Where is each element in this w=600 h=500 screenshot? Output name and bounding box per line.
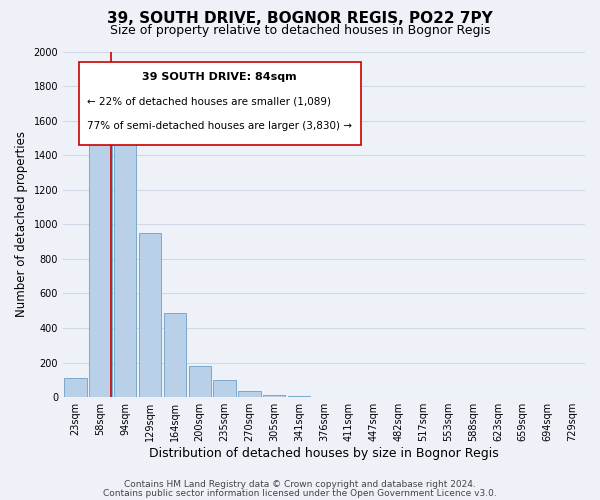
Text: 39, SOUTH DRIVE, BOGNOR REGIS, PO22 7PY: 39, SOUTH DRIVE, BOGNOR REGIS, PO22 7PY bbox=[107, 11, 493, 26]
Bar bbox=[188, 366, 211, 397]
Bar bbox=[288, 396, 310, 397]
Text: Contains public sector information licensed under the Open Government Licence v3: Contains public sector information licen… bbox=[103, 488, 497, 498]
Y-axis label: Number of detached properties: Number of detached properties bbox=[15, 132, 28, 318]
Text: Contains HM Land Registry data © Crown copyright and database right 2024.: Contains HM Land Registry data © Crown c… bbox=[124, 480, 476, 489]
Text: Size of property relative to detached houses in Bognor Regis: Size of property relative to detached ho… bbox=[110, 24, 490, 37]
Text: ← 22% of detached houses are smaller (1,089): ← 22% of detached houses are smaller (1,… bbox=[86, 96, 331, 106]
X-axis label: Distribution of detached houses by size in Bognor Regis: Distribution of detached houses by size … bbox=[149, 447, 499, 460]
Bar bbox=[263, 394, 286, 397]
FancyBboxPatch shape bbox=[79, 62, 361, 145]
Bar bbox=[139, 233, 161, 397]
Bar bbox=[238, 391, 260, 397]
Bar bbox=[89, 132, 112, 397]
Bar bbox=[64, 378, 86, 397]
Bar bbox=[214, 380, 236, 397]
Bar bbox=[114, 128, 136, 397]
Text: 77% of semi-detached houses are larger (3,830) →: 77% of semi-detached houses are larger (… bbox=[86, 120, 352, 130]
Bar bbox=[164, 312, 186, 397]
Text: 39 SOUTH DRIVE: 84sqm: 39 SOUTH DRIVE: 84sqm bbox=[142, 72, 297, 82]
